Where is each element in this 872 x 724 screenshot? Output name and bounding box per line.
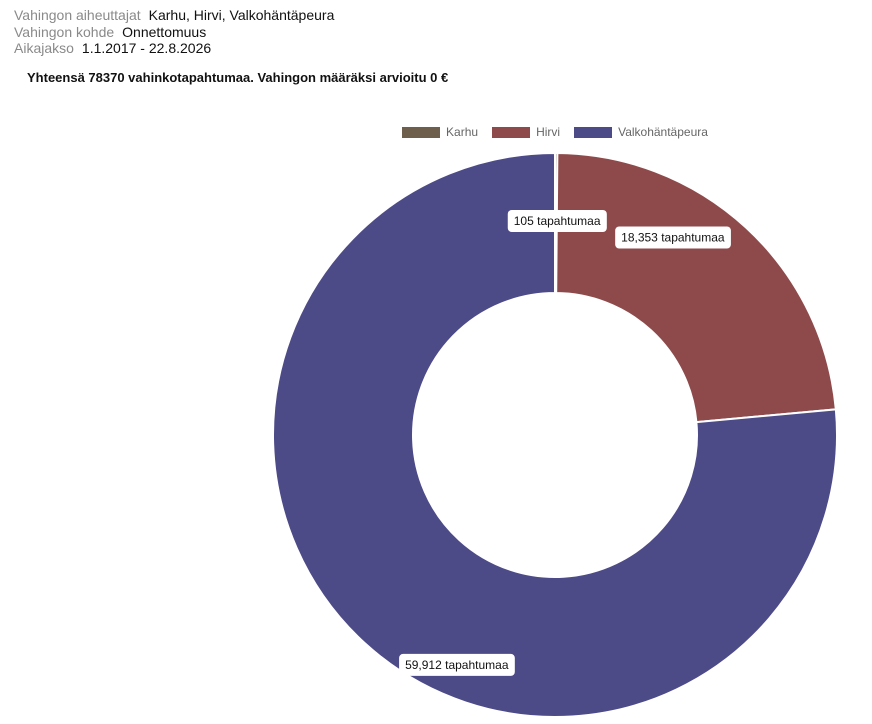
chart-summary: Yhteensä 78370 vahinkotapahtumaa. Vahing…	[27, 70, 449, 85]
slice-label-box	[615, 226, 731, 249]
filter-label: Vahingon aiheuttajat	[14, 7, 141, 23]
slice-labels: 105 tapahtumaa 18,353 tapahtumaa 59,912 ta…	[399, 210, 731, 676]
slice-label-text: 18,353 tapahtumaa	[621, 231, 725, 245]
filter-label: Vahingon kohde	[14, 23, 115, 40]
slice-label-valkohantapeura: 59,912 tapahtumaa	[399, 653, 515, 676]
slice-valkohantapeura[interactable]	[272, 151, 838, 718]
filter-value: 1.1.2017 - 22.8.2026	[81, 40, 212, 56]
legend-swatch	[402, 126, 441, 138]
slice-label-hirvi: 18,353 tapahtumaa	[615, 226, 731, 249]
legend-swatch	[574, 126, 613, 138]
filter-row-period: Aikajakso 1.1.2017 - 22.8.2026	[14, 40, 334, 57]
slice-hirvi[interactable]	[555, 152, 837, 424]
filter-value: Karhu, Hirvi, Valkohäntäpeura	[148, 7, 335, 23]
slice-label-box	[399, 653, 515, 676]
filter-row-cause: Vahingon aiheuttajat Karhu, Hirvi, Valkoh…	[14, 7, 334, 24]
legend-item-valkohantapeura[interactable]: Valkohäntäpeura	[574, 125, 708, 139]
chart-legend: Karhu Hirvi Valkohäntäpeura	[0, 125, 872, 139]
slice-label-text: 59,912 tapahtumaa	[405, 658, 509, 672]
donut-slices	[272, 151, 838, 718]
filter-label: Aikajakso	[14, 40, 74, 56]
legend-label: Karhu	[446, 125, 479, 139]
slice-label-box	[507, 210, 607, 233]
legend-swatch	[492, 126, 531, 138]
legend-label: Valkohäntäpeura	[618, 125, 708, 139]
filter-row-target: Vahingon kohde Onnettomuus	[14, 24, 334, 41]
filter-value: Onnettomuus	[122, 23, 207, 40]
filter-summary: Vahingon aiheuttajat Karhu, Hirvi, Valkoh…	[14, 7, 334, 57]
legend-item-karhu[interactable]: Karhu	[402, 125, 478, 139]
legend-item-hirvi[interactable]: Hirvi	[492, 125, 560, 139]
slice-label-text: 105 tapahtumaa	[514, 214, 601, 228]
slice-label-karhu: 105 tapahtumaa	[507, 210, 607, 233]
legend-label: Hirvi	[536, 125, 561, 139]
